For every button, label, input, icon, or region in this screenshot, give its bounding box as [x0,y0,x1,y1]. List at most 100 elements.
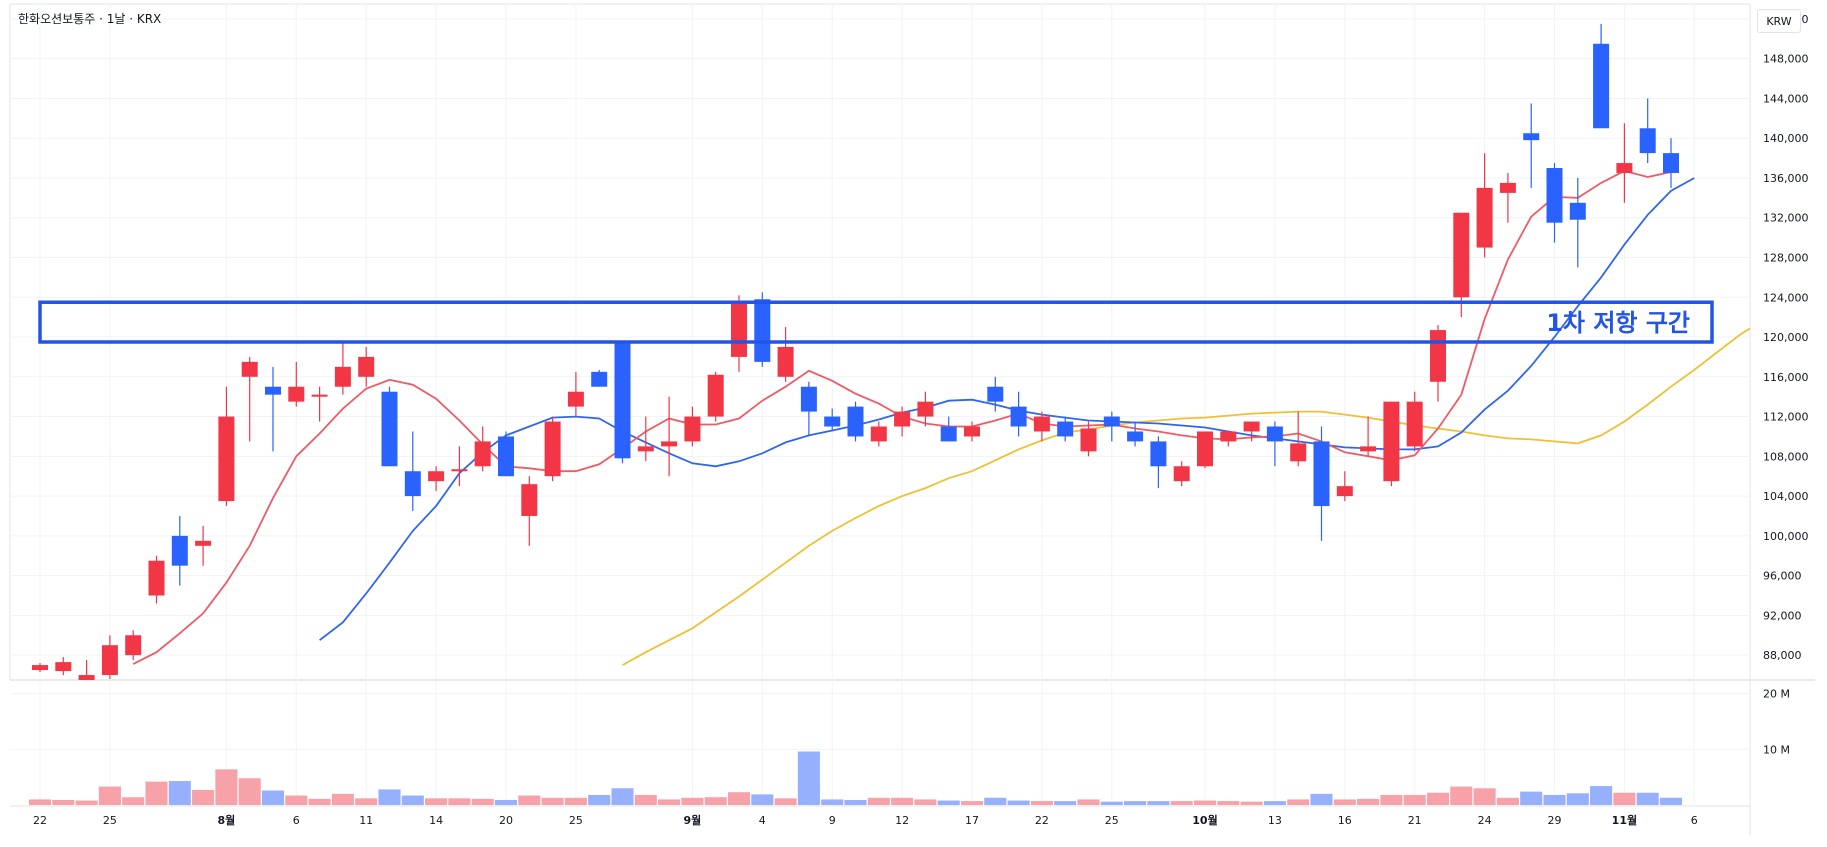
time-tick-label: 9 [829,814,836,827]
grid-layer [9,3,1815,835]
volume-bar [1636,792,1659,805]
candle-body [940,426,957,442]
volume-bar [28,799,52,805]
time-tick-label: 29 [1548,814,1562,827]
price-tick-label: 92,000 [1763,609,1802,622]
volume-bar [331,793,354,805]
currency-badge[interactable]: KRW [1757,9,1801,33]
volume-bar [1613,792,1636,805]
volume-bar [52,799,75,805]
volume-bar [634,794,657,805]
candle-body [1127,431,1144,442]
volume-bar [1357,798,1380,805]
time-tick-label: 16 [1338,814,1352,827]
candle-body [614,342,631,459]
price-tick-label: 96,000 [1763,570,1802,583]
volume-bar [681,797,704,805]
price-tick-label: 124,000 [1763,291,1809,304]
candle-body [521,484,538,516]
volume-bar [145,781,168,805]
volume-bar [914,799,937,805]
candle-body [288,386,305,402]
candle-body [824,416,841,427]
volume-bar [518,795,541,805]
price-tick-label: 104,000 [1763,490,1809,503]
ma10-line [319,177,1695,641]
volume-bar [1217,801,1240,805]
time-tick-label: 11월 [1612,813,1637,827]
candle-body [1499,182,1516,193]
candle-body [800,386,817,412]
volume-bar [1496,797,1519,805]
volume-bar [937,800,960,805]
time-tick-label: 21 [1408,814,1422,827]
candle-body [1593,43,1610,129]
price-tick-label: 140,000 [1763,132,1809,145]
candle-body [265,386,281,395]
candle-body [428,471,445,482]
candle-body [1336,486,1353,497]
candle-body [78,675,95,680]
price-tick-label: 148,000 [1763,53,1809,66]
volume-bar [308,798,331,805]
axis-layer: 88,000 92,000 96,000 100,000 104,000 108,000 1… [33,13,1809,827]
volume-bar [238,778,261,805]
candle-body [1476,187,1493,248]
candle-body [1616,163,1633,173]
candle-body [101,645,118,676]
time-tick-label: 14 [429,814,443,827]
volume-bar [588,794,611,805]
resistance-zone-label: 1차 저항 구간 [1546,309,1690,337]
candle-body [637,446,654,452]
volume-bar [1590,786,1613,805]
candle-body [1453,212,1470,298]
volume-bar [1030,801,1053,805]
price-tick-label: 116,000 [1763,371,1809,384]
price-tick-label: 112,000 [1763,411,1809,424]
volume-bar [658,799,681,805]
volume-bar [727,792,751,805]
candle-body [1243,421,1260,432]
ma-layer [132,170,1750,666]
volume-bar [75,800,98,805]
candle-body [1033,416,1050,432]
volume-bar [1659,797,1683,805]
candle-body [451,469,468,472]
volume-tick-label: 20 M [1763,688,1790,701]
candle-body [1290,443,1307,462]
time-tick-label: 10월 [1192,813,1217,827]
volume-bar [844,799,867,805]
candle-body [498,436,514,477]
volume-bar [960,801,984,805]
candle-body [1220,431,1237,442]
candle-layer [32,23,1679,680]
candle-body [1313,441,1330,507]
price-tick-label: 108,000 [1763,450,1809,463]
volume-bar [541,797,564,805]
volume-bar [611,788,634,805]
time-tick-label: 17 [965,814,979,827]
volume-bar [1100,801,1123,805]
candle-body [964,426,980,437]
symbol-title: 한화오션보통주 · 1날 · KRX [18,12,162,26]
volume-bar [355,798,378,805]
volume-bar [1170,801,1193,805]
volume-bar [401,795,424,805]
volume-bar [1520,791,1543,805]
candle-body [1150,441,1167,467]
ma20-line [622,327,1750,666]
candle-body [777,346,794,377]
candle-body [171,535,188,566]
candle-body [381,391,398,467]
candle-body [1103,416,1120,427]
time-tick-label: 8월 [218,813,236,827]
volume-bar [471,798,494,805]
volume-bar [1333,799,1356,805]
candle-body [1360,446,1377,452]
time-tick-label: 11 [359,814,373,827]
candle-body [731,302,747,357]
price-tick-label: 136,000 [1763,172,1809,185]
resistance-zone-box [38,300,1714,344]
time-tick-label: 25 [569,814,583,827]
volume-bar [704,797,727,805]
